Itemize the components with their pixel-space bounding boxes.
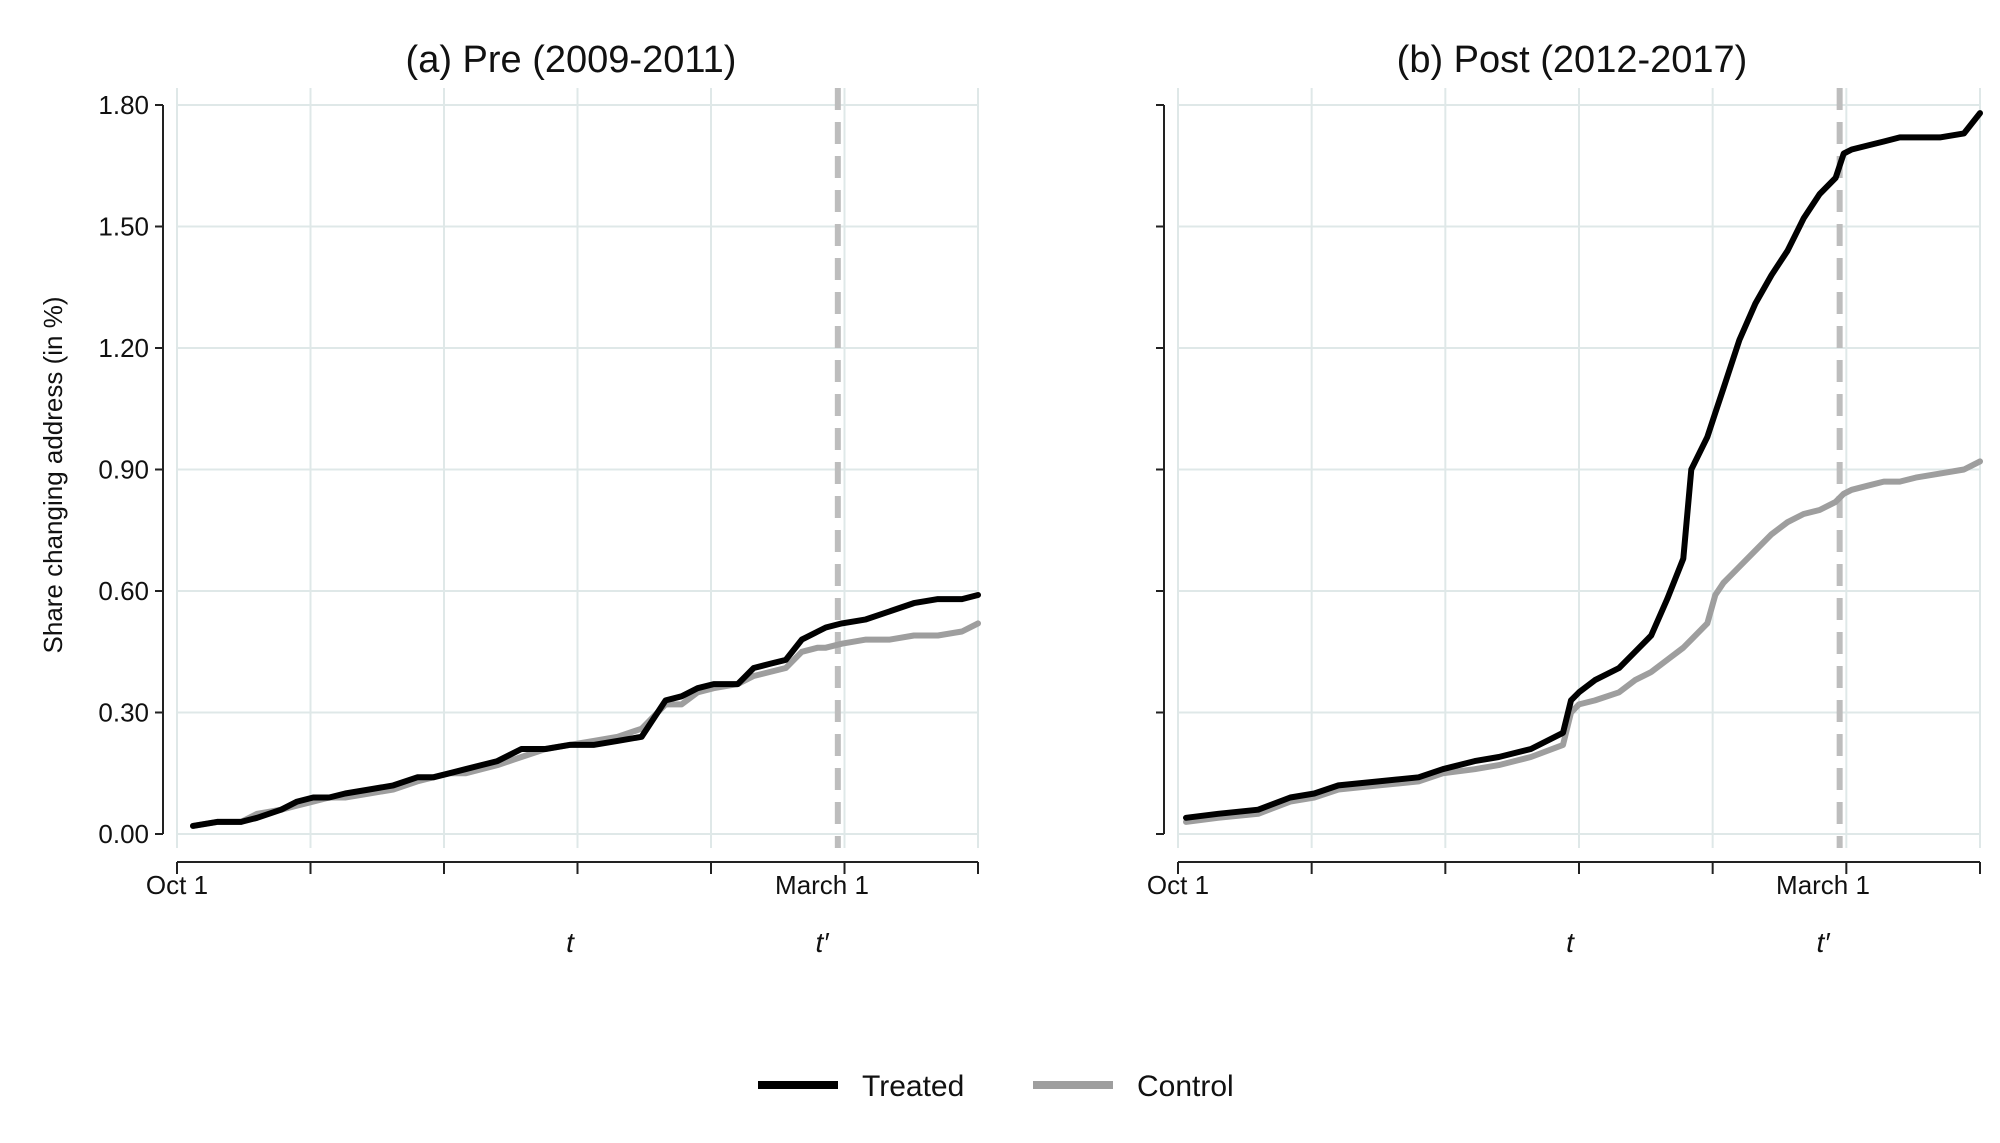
panel-post: (b) Post (2012-2017) Oct 1 March 1 t t′	[1147, 39, 1983, 958]
panel-a-title: (a) Pre (2009-2011)	[406, 39, 737, 81]
legend: Treated Control	[758, 1070, 1234, 1103]
legend-label-treated: Treated	[862, 1070, 964, 1103]
y-tick-label: 0.90	[98, 455, 149, 485]
x-marker-t-prime: t′	[1816, 927, 1831, 958]
panel-pre: (a) Pre (2009-2011) Share changing addre…	[38, 39, 981, 958]
y-tick-label: 0.00	[98, 819, 149, 849]
x-tick-label-oct: Oct 1	[1147, 870, 1209, 900]
x-tick-label-march: March 1	[775, 870, 869, 900]
y-tick-label: 0.30	[98, 698, 149, 728]
x-marker-t-prime: t′	[815, 927, 830, 958]
x-marker-t: t	[566, 927, 575, 958]
series-line-treated	[1183, 110, 1983, 821]
legend-label-control: Control	[1137, 1070, 1234, 1103]
panel-b-title: (b) Post (2012-2017)	[1397, 39, 1748, 81]
series-line-control	[1183, 458, 1983, 825]
y-axis-label: Share changing address (in %)	[38, 297, 68, 654]
y-tick-label: 1.50	[98, 212, 149, 242]
x-marker-t: t	[1566, 927, 1575, 958]
y-tick-label: 0.60	[98, 576, 149, 606]
y-tick-label: 1.20	[98, 333, 149, 363]
series-line-treated	[190, 592, 981, 829]
x-tick-label-march: March 1	[1776, 870, 1870, 900]
x-tick-label-oct: Oct 1	[146, 870, 208, 900]
y-tick-label: 1.80	[98, 90, 149, 120]
